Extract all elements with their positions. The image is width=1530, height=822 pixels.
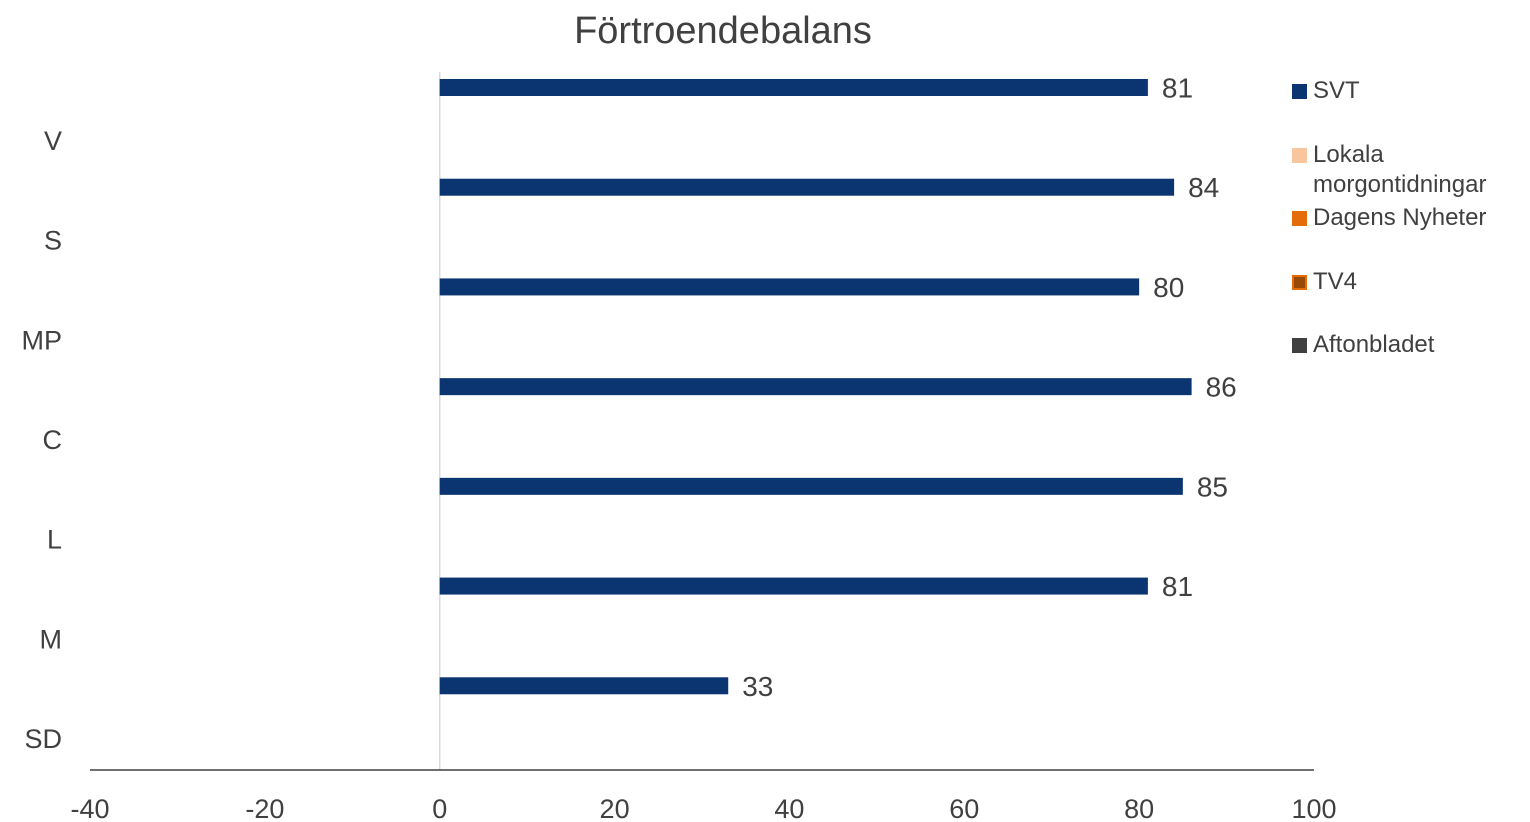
x-tick-label: 100 — [1291, 794, 1336, 822]
x-tick-label: 20 — [600, 794, 630, 822]
data-label: 81 — [1162, 571, 1193, 602]
legend-label-lokala-morgontidningar: Lokala morgontidningar — [1313, 141, 1487, 198]
bar-svt — [439, 378, 1192, 396]
legend-item-tv4: TV4 — [1292, 267, 1525, 297]
legend-swatch-dagens-nyheter — [1292, 211, 1307, 226]
x-tick-label: 40 — [774, 794, 804, 822]
y-tick-label: M — [40, 624, 63, 654]
legend-item-dagens-nyheter: Dagens Nyheter — [1292, 203, 1525, 233]
y-tick-label: MP — [22, 325, 63, 355]
y-tick-label: SD — [24, 724, 62, 754]
legend-label-svt: SVT — [1313, 77, 1360, 104]
legend-swatch-aftonbladet — [1292, 338, 1307, 353]
x-tick-label: -40 — [70, 794, 109, 822]
legend-item-svt: SVT — [1292, 76, 1525, 106]
bar-svt — [439, 79, 1148, 96]
x-tick-label: -20 — [245, 794, 284, 822]
y-tick-label: V — [44, 126, 62, 156]
bar-svt — [439, 577, 1148, 595]
legend-label-aftonbladet: Aftonbladet — [1313, 331, 1435, 358]
bar-svt — [439, 278, 1140, 296]
data-label: 33 — [742, 671, 773, 702]
data-label: 86 — [1206, 372, 1237, 403]
legend-swatch-lokala-morgontidningar — [1292, 148, 1307, 163]
data-label: 85 — [1197, 471, 1228, 502]
legend-label-tv4: TV4 — [1313, 268, 1358, 295]
data-label: 84 — [1188, 172, 1219, 203]
y-tick-label: L — [47, 525, 62, 555]
legend-item-lokala-morgontidningar: Lokala morgontidningar — [1292, 140, 1525, 200]
x-tick-label: 80 — [1124, 794, 1154, 822]
data-label: 80 — [1153, 272, 1184, 303]
legend-swatch-tv4 — [1292, 275, 1307, 290]
data-label: 81 — [1162, 73, 1193, 104]
chart-title: Förtroendebalans — [574, 10, 872, 52]
bar-svt — [439, 477, 1183, 495]
bar-svt — [439, 677, 729, 695]
legend-label-dagens-nyheter: Dagens Nyheter — [1313, 204, 1487, 231]
legend-swatch-svt — [1292, 84, 1307, 99]
y-tick-label: C — [43, 425, 63, 455]
x-tick-label: 0 — [432, 794, 447, 822]
bar-svt — [439, 178, 1175, 196]
y-tick-label: S — [44, 226, 62, 256]
plot-area: -40 -20 0 20 40 60 80 100 V 81 S 84 MP 80 C 86 L 85 M 81 SD 3… — [22, 72, 1337, 822]
legend-item-aftonbladet: Aftonbladet — [1292, 330, 1525, 360]
x-tick-label: 60 — [949, 794, 979, 822]
